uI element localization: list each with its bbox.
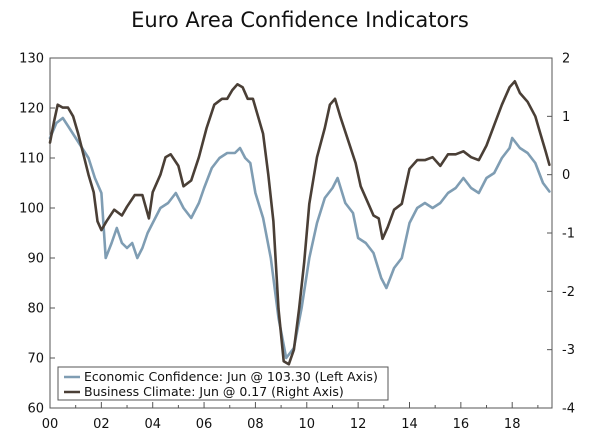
left-axis-tick-label: 80 xyxy=(27,302,44,317)
series-line-economic-confidence xyxy=(48,116,551,360)
right-axis-tick-label: 1 xyxy=(562,110,570,125)
right-axis-tick-label: 0 xyxy=(562,168,570,183)
left-axis-tick-label: 110 xyxy=(19,152,44,167)
x-axis-tick-label: 14 xyxy=(401,417,418,432)
x-axis-tick-label: 08 xyxy=(247,417,264,432)
series-line-business-climate xyxy=(48,80,551,366)
x-axis-tick-label: 16 xyxy=(453,417,470,432)
left-axis-tick-label: 130 xyxy=(19,52,44,67)
right-axis-tick-label: -2 xyxy=(562,285,575,300)
left-axis-tick-label: 120 xyxy=(19,102,44,117)
right-axis-tick-label: -1 xyxy=(562,227,575,242)
legend-label-business-climate: Business Climate: Jun @ 0.17 (Right Axis… xyxy=(84,384,344,399)
left-axis-tick-label: 100 xyxy=(19,202,44,217)
x-axis-tick-label: 10 xyxy=(299,417,316,432)
left-axis-tick-label: 90 xyxy=(27,252,44,267)
right-axis-tick-label: -3 xyxy=(562,343,575,358)
plot-area-frame xyxy=(49,57,553,409)
x-axis-tick-label: 18 xyxy=(504,417,521,432)
x-axis-tick-label: 00 xyxy=(42,417,59,432)
left-axis-tick-label: 60 xyxy=(27,402,44,417)
right-axis-tick-label: -4 xyxy=(562,402,575,417)
x-axis-tick-label: 06 xyxy=(196,417,213,432)
chart-title: Euro Area Confidence Indicators xyxy=(131,8,469,32)
legend-label-economic-confidence: Economic Confidence: Jun @ 103.30 (Left … xyxy=(84,369,378,384)
x-axis-tick-label: 12 xyxy=(350,417,367,432)
legend: Economic Confidence: Jun @ 103.30 (Left … xyxy=(57,366,389,401)
right-axis-tick-label: 2 xyxy=(562,52,570,67)
legend-box xyxy=(57,366,389,401)
x-axis-tick-label: 02 xyxy=(93,417,110,432)
x-axis-tick-label: 04 xyxy=(144,417,161,432)
left-axis-tick-label: 70 xyxy=(27,352,44,367)
